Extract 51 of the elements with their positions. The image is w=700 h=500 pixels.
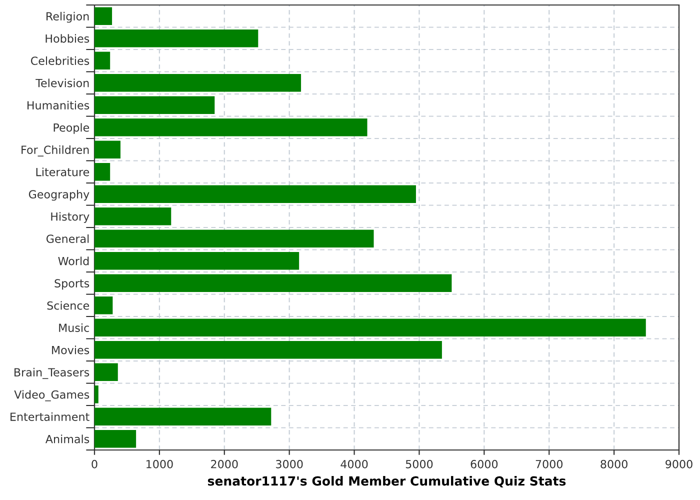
bar	[94, 140, 120, 159]
bar	[94, 118, 368, 136]
y-tick-label: People	[54, 123, 90, 134]
x-tick-label: 7000	[536, 460, 563, 468]
bar	[94, 318, 646, 337]
y-tick-label: Brain_Teasers	[14, 368, 90, 379]
bar	[94, 274, 452, 292]
x-tick-label: 0	[92, 460, 98, 468]
y-tick-label: Television	[36, 78, 89, 88]
bar	[94, 230, 374, 248]
x-tick-label: 9000	[666, 460, 692, 468]
y-tick-label: Literature	[36, 168, 90, 176]
y-tick-label: Geography	[28, 190, 90, 201]
x-axis-title: senator1117's Gold Member Cumulative Quiz Stats	[208, 476, 566, 488]
x-tick-label: 8000	[600, 460, 628, 468]
bar	[94, 363, 118, 382]
x-tick-label: 3000	[276, 460, 303, 468]
x-tick-label: 6000	[470, 460, 498, 468]
y-tick-label: Celebrities	[30, 56, 90, 66]
bar	[94, 74, 302, 92]
bar	[94, 52, 110, 70]
bar	[94, 162, 110, 181]
y-tick-label: Animals	[45, 434, 90, 444]
bar	[94, 185, 416, 204]
y-tick-label: Movies	[52, 346, 90, 354]
y-tick-label: Humanities	[28, 100, 90, 110]
y-tick-label: Religion	[46, 12, 89, 23]
x-tick-label: 4000	[340, 460, 368, 468]
bar	[94, 296, 113, 314]
bar	[94, 430, 136, 448]
y-tick-label: For_Children	[22, 145, 89, 156]
y-tick-label: General	[46, 234, 89, 244]
bar	[94, 7, 112, 26]
bar	[94, 96, 215, 114]
bar	[94, 207, 172, 226]
x-tick-label: 2000	[211, 460, 238, 468]
y-tick-label: Science	[47, 301, 90, 310]
bar	[94, 252, 300, 270]
bar	[94, 29, 258, 48]
y-tick-label: Video_Games	[14, 390, 90, 402]
bar	[94, 385, 98, 404]
x-tick-label: 1000	[146, 460, 173, 468]
y-tick-label: Hobbies	[46, 34, 90, 43]
bar	[94, 340, 442, 359]
x-tick-label: 5000	[406, 460, 433, 468]
y-tick-label: Entertainment	[10, 412, 90, 422]
y-tick-label: Sports	[54, 279, 90, 290]
bar	[94, 408, 272, 426]
y-tick-label: World	[58, 256, 89, 266]
y-tick-label: Music	[59, 323, 89, 332]
y-tick-label: History	[51, 212, 90, 223]
